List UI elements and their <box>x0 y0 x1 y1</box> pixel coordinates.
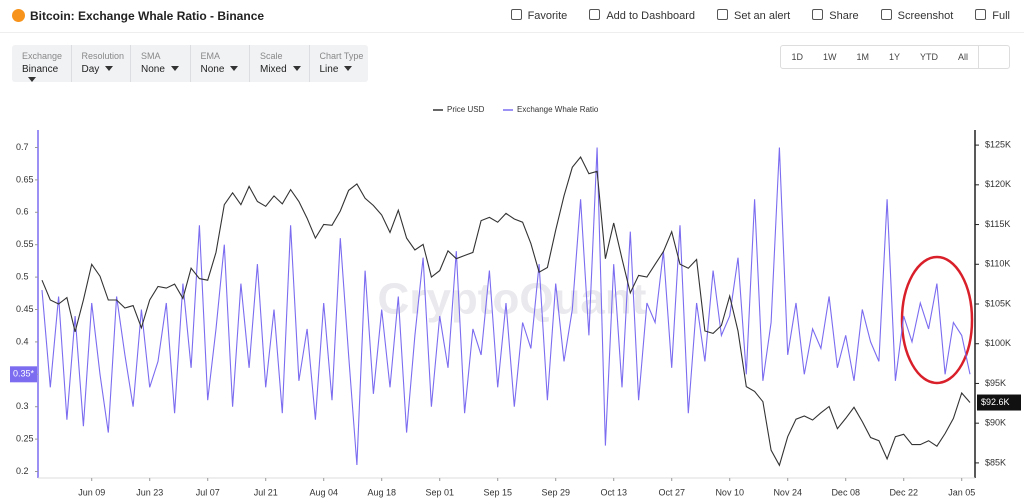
action-button[interactable]: Screenshot <box>881 9 954 22</box>
action-button[interactable]: Share <box>812 9 858 22</box>
action-button[interactable]: Add to Dashboard <box>589 9 695 22</box>
calendar-button[interactable] <box>978 46 1009 68</box>
filter[interactable]: SMA None <box>131 45 191 82</box>
x-tick-label: Aug 04 <box>309 487 338 497</box>
y-tick-label: 0.6 <box>16 207 29 217</box>
range-button[interactable]: All <box>957 52 968 62</box>
x-tick-label: Jun 23 <box>136 487 163 497</box>
y-tick-label: 0.65 <box>16 174 34 184</box>
series-line <box>41 147 971 466</box>
range-button[interactable]: 1W <box>822 52 837 62</box>
legend-label: Price USD <box>447 105 485 114</box>
x-tick-label: Oct 27 <box>658 487 685 497</box>
y2-tick-label: $90K <box>985 418 1006 428</box>
action-button[interactable]: Favorite <box>511 9 568 22</box>
filter[interactable]: Exchange Binance <box>12 45 72 82</box>
y2-tick-label: $105K <box>985 298 1011 308</box>
last-value-badge <box>977 394 1021 411</box>
y2-tick-label: $120K <box>985 179 1011 189</box>
x-tick-label: Jul 21 <box>254 487 278 497</box>
last-value-label: $92.6K <box>981 397 1010 407</box>
y2-tick-label: $85K <box>985 457 1006 467</box>
highlight-circle <box>900 255 974 385</box>
x-tick-label: Nov 24 <box>773 487 802 497</box>
filter-label: Chart Type <box>319 51 364 61</box>
x-tick-label: Dec 08 <box>831 487 860 497</box>
y2-tick-label: $100K <box>985 338 1011 348</box>
filter-value: None <box>201 64 250 75</box>
filter-value: Mixed <box>260 64 309 75</box>
range-button[interactable]: YTD <box>919 52 938 62</box>
filter-label: SMA <box>141 51 161 61</box>
filter-label: Scale <box>260 51 283 61</box>
actions: Favorite Add to Dashboard Set an alert S… <box>511 9 1010 22</box>
filter-label: EMA <box>200 51 221 61</box>
action-button[interactable]: Set an alert <box>717 9 790 22</box>
x-tick-label: Oct 13 <box>600 487 627 497</box>
x-tick-label: Sep 15 <box>483 487 512 497</box>
x-tick-label: Dec 22 <box>889 487 918 497</box>
x-tick-label: Sep 29 <box>541 487 570 497</box>
y-tick-label: 0.25 <box>16 433 34 443</box>
range-button[interactable]: 1M <box>856 52 869 62</box>
filter[interactable]: Chart Type Line <box>310 45 369 82</box>
filter-label: Exchange <box>22 51 63 61</box>
y-tick-label: 0.3 <box>16 401 29 411</box>
y-tick-label: 0.2 <box>16 466 29 476</box>
bitcoin-logo <box>12 9 25 22</box>
x-tick-label: Jun 09 <box>78 487 105 497</box>
series-line <box>41 155 971 467</box>
filter-value: Binance <box>22 64 71 86</box>
page-title: Bitcoin: Exchange Whale Ratio - Binance <box>30 9 265 23</box>
filter[interactable]: Resolution Day <box>72 45 131 82</box>
y2-tick-label: $95K <box>985 378 1006 388</box>
x-tick-label: Aug 18 <box>367 487 396 497</box>
watermark: CryptoQuant <box>378 275 647 324</box>
y-tick-label: 0.5 <box>16 271 29 281</box>
y-tick-label: 0.7 <box>16 142 29 152</box>
filter-value: None <box>141 64 190 75</box>
filter-label: Resolution <box>81 51 125 61</box>
x-tick-label: Nov 10 <box>715 487 744 497</box>
filter-value: Day <box>82 64 131 75</box>
x-tick-label: Sep 01 <box>425 487 454 497</box>
action-button[interactable]: Full <box>975 9 1010 22</box>
filter[interactable]: EMA None <box>191 45 250 82</box>
filter-bar: Exchange Binance Resolution Day SMA None EM… <box>12 45 368 82</box>
filter[interactable]: Scale Mixed <box>250 45 310 82</box>
range-button[interactable]: 1Y <box>888 52 900 62</box>
range-button[interactable]: 1D <box>791 52 803 62</box>
filter-value: Line <box>320 64 369 75</box>
legend-label: Exchange Whale Ratio <box>517 105 599 114</box>
y-tick-label: 0.55 <box>16 239 34 249</box>
x-tick-label: Jan 05 <box>948 487 975 497</box>
header: Bitcoin: Exchange Whale Ratio - Binance … <box>0 0 1024 33</box>
y2-tick-label: $115K <box>985 219 1010 229</box>
y-tick-label: 0.45 <box>16 304 34 314</box>
last-value-label: 0.35* <box>13 369 35 379</box>
x-tick-label: Jul 07 <box>196 487 220 497</box>
last-value-badge <box>10 366 37 383</box>
y-tick-label: 0.4 <box>16 336 29 346</box>
y2-tick-label: $125K <box>985 139 1011 149</box>
range-selector: 1D 1W 1M 1Y YTD All <box>780 45 1010 69</box>
y2-tick-label: $110K <box>985 259 1010 269</box>
